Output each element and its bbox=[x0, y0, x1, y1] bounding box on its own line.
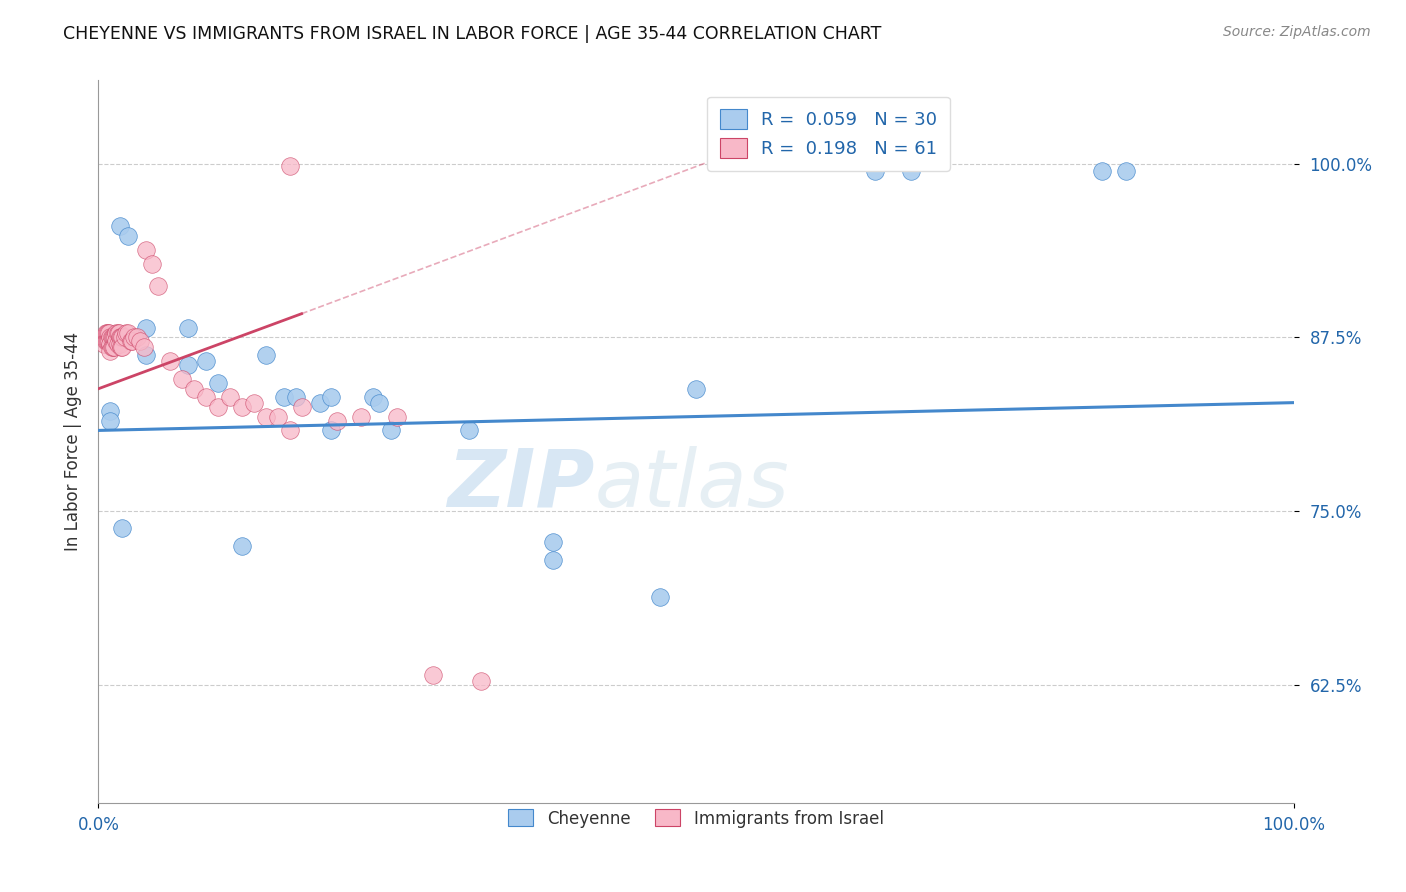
Point bbox=[219, 390, 242, 404]
Point bbox=[350, 409, 373, 424]
Point bbox=[110, 340, 132, 354]
Point bbox=[98, 404, 122, 418]
Point bbox=[470, 673, 492, 688]
Point bbox=[363, 390, 385, 404]
Point bbox=[108, 219, 131, 234]
Point bbox=[284, 390, 307, 404]
Point bbox=[115, 326, 138, 341]
Point bbox=[110, 330, 132, 344]
Point bbox=[98, 326, 121, 341]
Point bbox=[107, 337, 129, 351]
Point bbox=[1115, 163, 1137, 178]
Point bbox=[97, 326, 120, 341]
Point bbox=[107, 326, 129, 341]
Point bbox=[94, 334, 117, 349]
Point bbox=[321, 390, 343, 404]
Text: atlas: atlas bbox=[595, 446, 789, 524]
Point bbox=[541, 552, 564, 566]
Point bbox=[385, 409, 409, 424]
Point bbox=[107, 326, 129, 341]
Point bbox=[132, 340, 155, 354]
Point bbox=[96, 326, 118, 341]
Point bbox=[195, 390, 218, 404]
Point bbox=[98, 344, 122, 359]
Point bbox=[207, 400, 229, 414]
Point bbox=[135, 320, 157, 334]
Point bbox=[273, 390, 295, 404]
Point bbox=[111, 340, 134, 354]
Point bbox=[124, 330, 146, 344]
Y-axis label: In Labor Force | Age 35-44: In Labor Force | Age 35-44 bbox=[63, 332, 82, 551]
Point bbox=[458, 424, 481, 438]
Point bbox=[103, 340, 125, 354]
Point bbox=[121, 334, 143, 349]
Point bbox=[243, 395, 266, 409]
Point bbox=[368, 395, 391, 409]
Point bbox=[125, 330, 148, 344]
Point bbox=[101, 330, 124, 344]
Point bbox=[114, 330, 136, 344]
Text: Source: ZipAtlas.com: Source: ZipAtlas.com bbox=[1223, 25, 1371, 39]
Point bbox=[1091, 163, 1114, 178]
Point bbox=[267, 409, 290, 424]
Point bbox=[120, 334, 142, 349]
Point bbox=[98, 330, 122, 344]
Point bbox=[278, 424, 301, 438]
Point bbox=[103, 330, 125, 344]
Point bbox=[900, 163, 922, 178]
Point bbox=[111, 330, 134, 344]
Point bbox=[105, 326, 128, 341]
Text: CHEYENNE VS IMMIGRANTS FROM ISRAEL IN LABOR FORCE | AGE 35-44 CORRELATION CHART: CHEYENNE VS IMMIGRANTS FROM ISRAEL IN LA… bbox=[63, 25, 882, 43]
Point bbox=[98, 337, 122, 351]
Point bbox=[648, 590, 672, 604]
Point bbox=[98, 414, 122, 428]
Point bbox=[231, 400, 253, 414]
Point bbox=[231, 539, 253, 553]
Point bbox=[105, 334, 128, 349]
Point bbox=[172, 372, 194, 386]
Point bbox=[254, 409, 277, 424]
Text: ZIP: ZIP bbox=[447, 446, 595, 524]
Point bbox=[291, 400, 314, 414]
Point bbox=[93, 337, 115, 351]
Point bbox=[111, 521, 134, 535]
Point bbox=[135, 243, 157, 257]
Point bbox=[96, 334, 118, 349]
Point bbox=[321, 424, 343, 438]
Point bbox=[183, 382, 205, 396]
Point bbox=[104, 330, 127, 344]
Point bbox=[308, 395, 330, 409]
Point bbox=[278, 160, 301, 174]
Point bbox=[148, 279, 170, 293]
Point bbox=[94, 326, 117, 341]
Point bbox=[422, 668, 444, 682]
Point bbox=[685, 382, 707, 396]
Point bbox=[108, 337, 131, 351]
Point bbox=[159, 354, 181, 368]
Point bbox=[195, 354, 218, 368]
Point bbox=[380, 424, 402, 438]
Point bbox=[207, 376, 229, 391]
Point bbox=[177, 358, 200, 372]
Legend: Cheyenne, Immigrants from Israel: Cheyenne, Immigrants from Israel bbox=[502, 803, 890, 834]
Point bbox=[177, 320, 200, 334]
Point bbox=[135, 348, 157, 362]
Point bbox=[541, 534, 564, 549]
Point bbox=[100, 330, 122, 344]
Point bbox=[108, 330, 131, 344]
Point bbox=[129, 334, 152, 349]
Point bbox=[117, 228, 139, 243]
Point bbox=[100, 340, 122, 354]
Point bbox=[93, 330, 115, 344]
Point bbox=[141, 257, 163, 271]
Point bbox=[97, 334, 120, 349]
Point bbox=[117, 326, 139, 341]
Point bbox=[254, 348, 277, 362]
Point bbox=[101, 340, 124, 354]
Point bbox=[98, 334, 121, 349]
Point bbox=[326, 414, 349, 428]
Point bbox=[865, 163, 887, 178]
